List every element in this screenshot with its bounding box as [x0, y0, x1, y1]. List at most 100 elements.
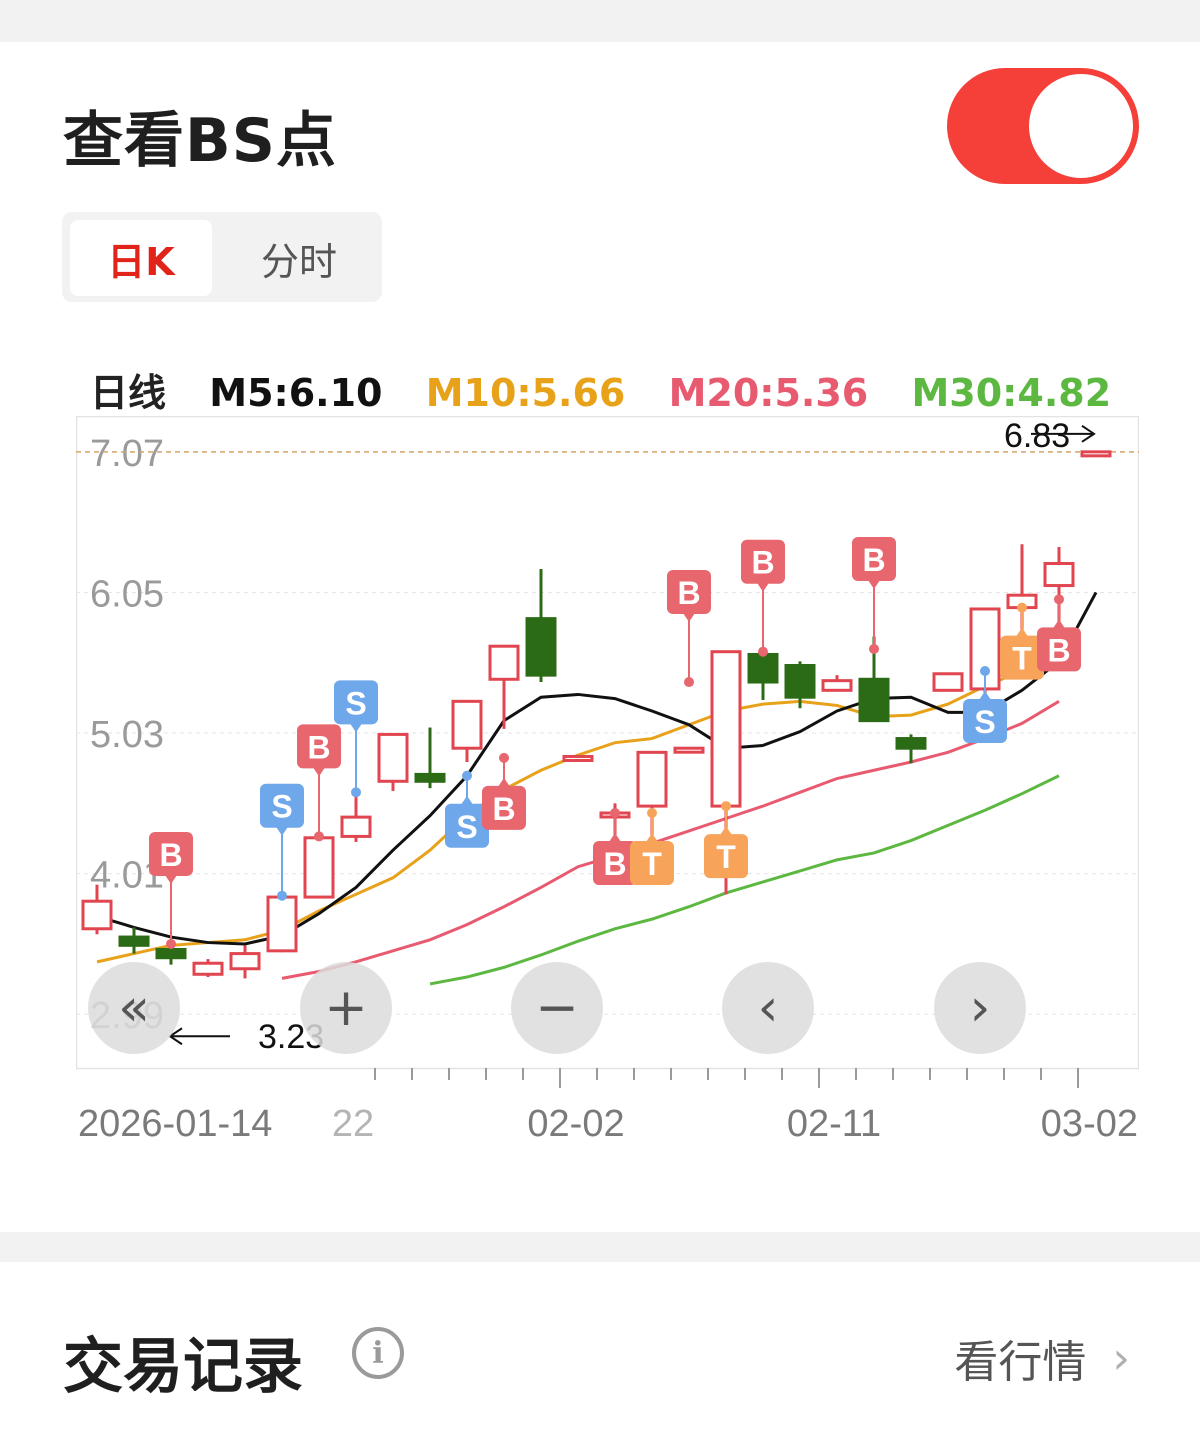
tab-intraday[interactable]: 分时 [260, 239, 337, 284]
marker-pointer [1016, 627, 1028, 637]
marker-dot [1054, 594, 1064, 605]
view-market-label: 看行情 [954, 1337, 1087, 1388]
candle-body [192, 961, 224, 976]
marker-dot [869, 643, 879, 654]
candle-body [821, 679, 853, 692]
marker-letter: T [1012, 641, 1032, 677]
y-tick-label: 5.03 [90, 714, 164, 756]
marker-dot [277, 890, 287, 901]
zoom-out-icon: − [535, 978, 579, 1038]
zoom-in-button[interactable]: + [300, 962, 392, 1054]
marker-pointer [979, 691, 991, 701]
ma30-line [429, 774, 1060, 986]
marker-badge [1000, 635, 1044, 680]
info-icon[interactable]: i [352, 1327, 404, 1379]
x-tick-label: 2026-01-14 [78, 1103, 272, 1145]
marker-dot [758, 646, 768, 657]
marker-badge [963, 699, 1007, 744]
candle-body [784, 663, 816, 699]
high-arrow-head [1081, 425, 1096, 443]
marker-dot [499, 752, 509, 763]
candle-body [118, 935, 150, 947]
candle-body [636, 750, 668, 808]
marker-letter: T [642, 846, 662, 882]
bs-points-toggle[interactable] [947, 68, 1139, 184]
plot-frame [76, 416, 1139, 1070]
marker-dot [1017, 602, 1027, 613]
marker-badge [334, 680, 378, 725]
marker-pointer [165, 874, 177, 884]
scroll-right-icon: › [969, 978, 991, 1038]
legend-m20: M20:5.36 [668, 371, 869, 415]
zoom-in-icon: + [324, 978, 368, 1038]
marker-dot [647, 807, 657, 818]
marker-pointer [461, 795, 473, 805]
marker-letter: B [677, 575, 700, 611]
marker-dot [684, 677, 694, 688]
marker-dot [314, 831, 324, 842]
marker-badge [741, 539, 785, 584]
marker-badge [482, 785, 526, 830]
marker-dot [980, 666, 990, 677]
scroll-left-fast-button[interactable]: « [88, 962, 180, 1054]
candle-body [747, 652, 779, 684]
marker-letter: B [862, 542, 885, 578]
marker-pointer [276, 826, 288, 836]
scroll-right-button[interactable]: › [934, 962, 1026, 1054]
period-segmented-control: 日K 分时 [62, 212, 382, 302]
marker-letter: B [307, 729, 330, 765]
legend-m30: M30:4.82 [911, 371, 1112, 415]
candle-body [562, 754, 594, 762]
marker-dot [721, 801, 731, 812]
marker-letter: B [492, 791, 515, 827]
candle-body [858, 677, 890, 723]
records-title: 交易记录 [63, 1332, 303, 1402]
candle-body [340, 815, 372, 838]
candle-body [81, 899, 113, 931]
marker-badge [149, 831, 193, 876]
marker-dot [462, 770, 472, 781]
y-tick-label: 6.05 [90, 573, 164, 615]
candle-body [266, 895, 298, 953]
candle-body [1043, 561, 1075, 588]
marker-letter: B [751, 545, 774, 581]
marker-pointer [757, 582, 769, 592]
candle-body [932, 672, 964, 692]
candle-body [303, 836, 335, 899]
marker-letter: S [271, 789, 292, 825]
candle-body [451, 699, 483, 750]
candle-body [673, 746, 705, 754]
marker-dot [351, 787, 361, 798]
marker-badge [852, 536, 896, 581]
y-tick-label: 7.07 [90, 433, 164, 475]
marker-pointer [609, 832, 621, 842]
marker-pointer [720, 826, 732, 836]
marker-letter: B [159, 837, 182, 873]
marker-pointer [868, 579, 880, 589]
x-tick-label: 02-02 [527, 1103, 624, 1145]
candle-body [1080, 450, 1112, 458]
view-market-link[interactable]: 看行情 › [954, 1326, 1130, 1390]
marker-letter: B [1047, 632, 1070, 668]
marker-badge [667, 570, 711, 615]
marker-badge [260, 783, 304, 828]
high-price-label: 6.83 [1004, 417, 1070, 455]
candle-body [229, 952, 261, 971]
zoom-out-button[interactable]: − [511, 962, 603, 1054]
marker-badge [297, 724, 341, 769]
scroll-left-button[interactable]: ‹ [722, 962, 814, 1054]
x-tick-label: 03-02 [1041, 1103, 1138, 1145]
chevron-right-icon: › [1112, 1332, 1130, 1384]
marker-pointer [498, 777, 510, 787]
kline-chart[interactable]: 7.076.055.034.012.99BSBSSBBTBTBBSTB6.833… [76, 416, 1139, 1176]
marker-letter: B [603, 846, 626, 882]
candle-body [414, 772, 446, 783]
candle-body [488, 644, 520, 681]
trade-records-card [0, 1262, 1200, 1441]
candle-body [155, 947, 187, 960]
scroll-left-fast-icon: « [118, 978, 150, 1038]
legend-m10: M10:5.66 [425, 371, 626, 415]
toggle-knob [1029, 74, 1133, 178]
tab-daily-k[interactable]: 日K [70, 220, 212, 296]
marker-pointer [313, 767, 325, 777]
